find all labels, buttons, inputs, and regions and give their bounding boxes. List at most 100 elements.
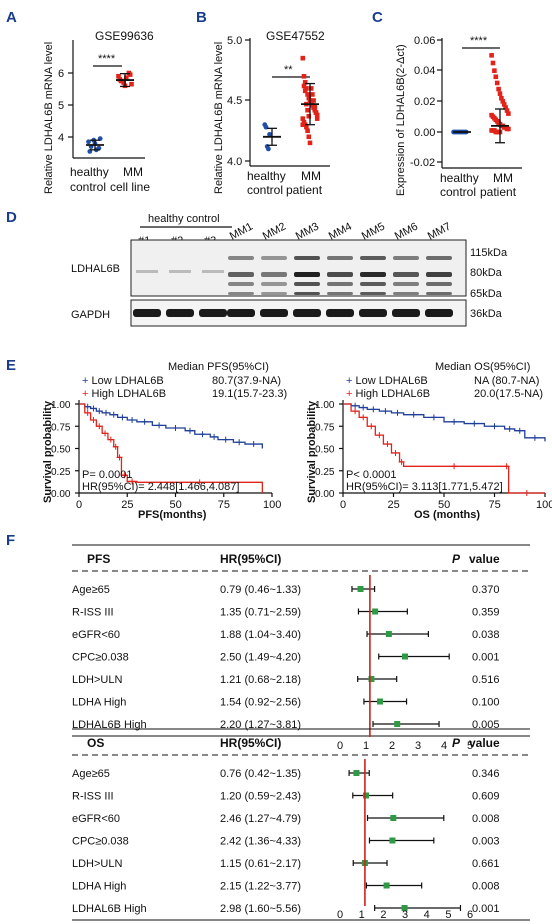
panel-a: A GSE99636 Relative LDHAL6B mRNA level 4… xyxy=(6,9,154,194)
forest-hr-point xyxy=(353,770,360,776)
panel-b: B GSE47552 Relative LDHAL6B mRNA level 4… xyxy=(196,9,330,197)
km-censor-mark xyxy=(451,463,458,470)
km-censor-mark xyxy=(360,414,367,421)
km-pfs-pvalue: P= 0.0001 xyxy=(82,469,132,481)
forest-row-p: 0.516 xyxy=(472,674,500,686)
forest-header-value: value xyxy=(469,736,500,750)
panel-c-points xyxy=(451,53,511,144)
panel-b-point xyxy=(314,116,320,121)
forest-row-hr: 1.54 (0.92~2.56) xyxy=(220,697,301,709)
panel-b-point xyxy=(301,83,307,89)
panel-e-survival: E Median PFS(95%CI) + Low LDHAL6B 80.7(3… xyxy=(6,357,552,521)
km-os-title: Median OS(95%CI) xyxy=(435,361,530,373)
blot-gapdh-band xyxy=(260,309,288,317)
km-ytick-label: 0.00 xyxy=(51,489,71,500)
blot-band xyxy=(393,256,419,260)
km-censor-mark xyxy=(129,417,136,424)
panel-b-ytick-5-0: 5.0 xyxy=(227,35,250,47)
forest-row-name: CPC≥0.038 xyxy=(72,836,129,848)
blot-band xyxy=(261,292,287,295)
svg-text:5: 5 xyxy=(58,100,64,112)
forest-hr-point xyxy=(385,631,392,637)
panel-b-cat1-line1: healthy xyxy=(247,169,286,183)
panel-c-cat1-line2: control xyxy=(440,185,476,199)
forest-xtick-label: 2 xyxy=(380,909,386,921)
panel-c-ylabel: Expression of LDHAL6B(2-Δct) xyxy=(395,44,407,196)
panel-a-point xyxy=(129,81,134,87)
km-ytick-label: 1.00 xyxy=(51,400,71,411)
km-censor-mark xyxy=(119,414,126,421)
blot-band-faint xyxy=(202,270,224,273)
forest-hr-point xyxy=(390,815,397,821)
km-censor-mark xyxy=(394,409,401,416)
forest-row-name: LDHA High xyxy=(72,697,126,709)
blot-row-label-ldhal6b: LDHAL6B xyxy=(71,263,120,275)
km-censor-mark xyxy=(103,409,110,416)
panel-c-point xyxy=(496,86,501,92)
km-os-yticks: 1.00 0.75 0.50 0.25 0.00 xyxy=(315,400,343,500)
blot-band xyxy=(228,292,254,295)
panel-c-point xyxy=(501,102,507,107)
km-pfs-xticks: 0 25 50 75 100 xyxy=(76,493,281,511)
panel-label-e: E xyxy=(6,357,16,374)
svg-text:4.5: 4.5 xyxy=(227,95,242,107)
panel-b-ytick-4-5: 4.5 xyxy=(227,95,250,107)
forest-header-p: P xyxy=(452,736,461,750)
panel-c-point xyxy=(506,111,511,116)
panel-a-point xyxy=(121,80,126,85)
km-censor-mark xyxy=(222,436,229,443)
km-censor-mark xyxy=(410,411,417,418)
blot-band xyxy=(327,256,353,260)
panel-b-point xyxy=(311,98,316,103)
forest-xtick-label: 6 xyxy=(467,909,473,921)
panel-a-point xyxy=(124,75,129,81)
forest-row-name: Age≥65 xyxy=(72,768,110,780)
km-ytick-label: 0.75 xyxy=(315,422,335,433)
panel-b-points xyxy=(262,55,320,152)
blot-gapdh-band xyxy=(133,309,161,317)
km-os-pvalue: P< 0.0001 xyxy=(346,469,396,481)
panel-b-cat1-line2: control xyxy=(247,183,283,197)
panel-c-cat2-line2: patient xyxy=(480,185,517,199)
marker-65kda: 65kDa xyxy=(470,288,503,300)
forest-header-p: P xyxy=(452,552,461,566)
km-xtick-label: 100 xyxy=(536,499,552,511)
blot-band xyxy=(228,272,254,277)
panel-b-point xyxy=(267,131,272,137)
forest-xtick-label: 3 xyxy=(402,909,408,921)
km-xtick-label: 50 xyxy=(438,499,450,511)
panel-b-point xyxy=(308,100,314,106)
panel-a-cat2-line2: cell line xyxy=(110,180,150,194)
forest-row-hr: 2.50 (1.49~4.20) xyxy=(220,652,301,664)
panel-a-ytick-6: 6 xyxy=(58,68,73,80)
panel-a-point xyxy=(86,139,91,145)
forest-xtick-label: 0 xyxy=(337,740,343,752)
svg-text:0.00: 0.00 xyxy=(414,127,435,139)
km-censor-mark xyxy=(392,449,399,456)
blot-lane-label: MM4 xyxy=(327,221,354,243)
forest-row-name: eGFR<60 xyxy=(72,813,120,825)
blot-band xyxy=(393,272,419,277)
km-curve-high xyxy=(343,403,545,494)
km-censor-mark xyxy=(382,408,389,415)
km-xtick-label: 100 xyxy=(263,499,281,511)
blot-band xyxy=(360,292,386,295)
panel-label-d: D xyxy=(6,209,17,226)
km-censor-mark xyxy=(90,405,97,412)
forest-row-name: R-ISS III xyxy=(72,607,114,619)
km-xtick-label: 0 xyxy=(340,499,346,511)
km-censor-mark xyxy=(370,406,377,413)
blot-band xyxy=(228,282,254,286)
panel-b-point xyxy=(306,113,312,119)
panel-c-ytick-006: 0.06 xyxy=(414,35,442,47)
blot-band xyxy=(426,282,452,286)
km-censor-mark xyxy=(90,417,97,424)
blot-lane-label: MM2 xyxy=(261,221,288,243)
km-censor-mark xyxy=(84,403,91,410)
forest-row-hr: 2.46 (1.27~4.79) xyxy=(220,813,301,825)
km-censor-mark xyxy=(384,441,391,448)
